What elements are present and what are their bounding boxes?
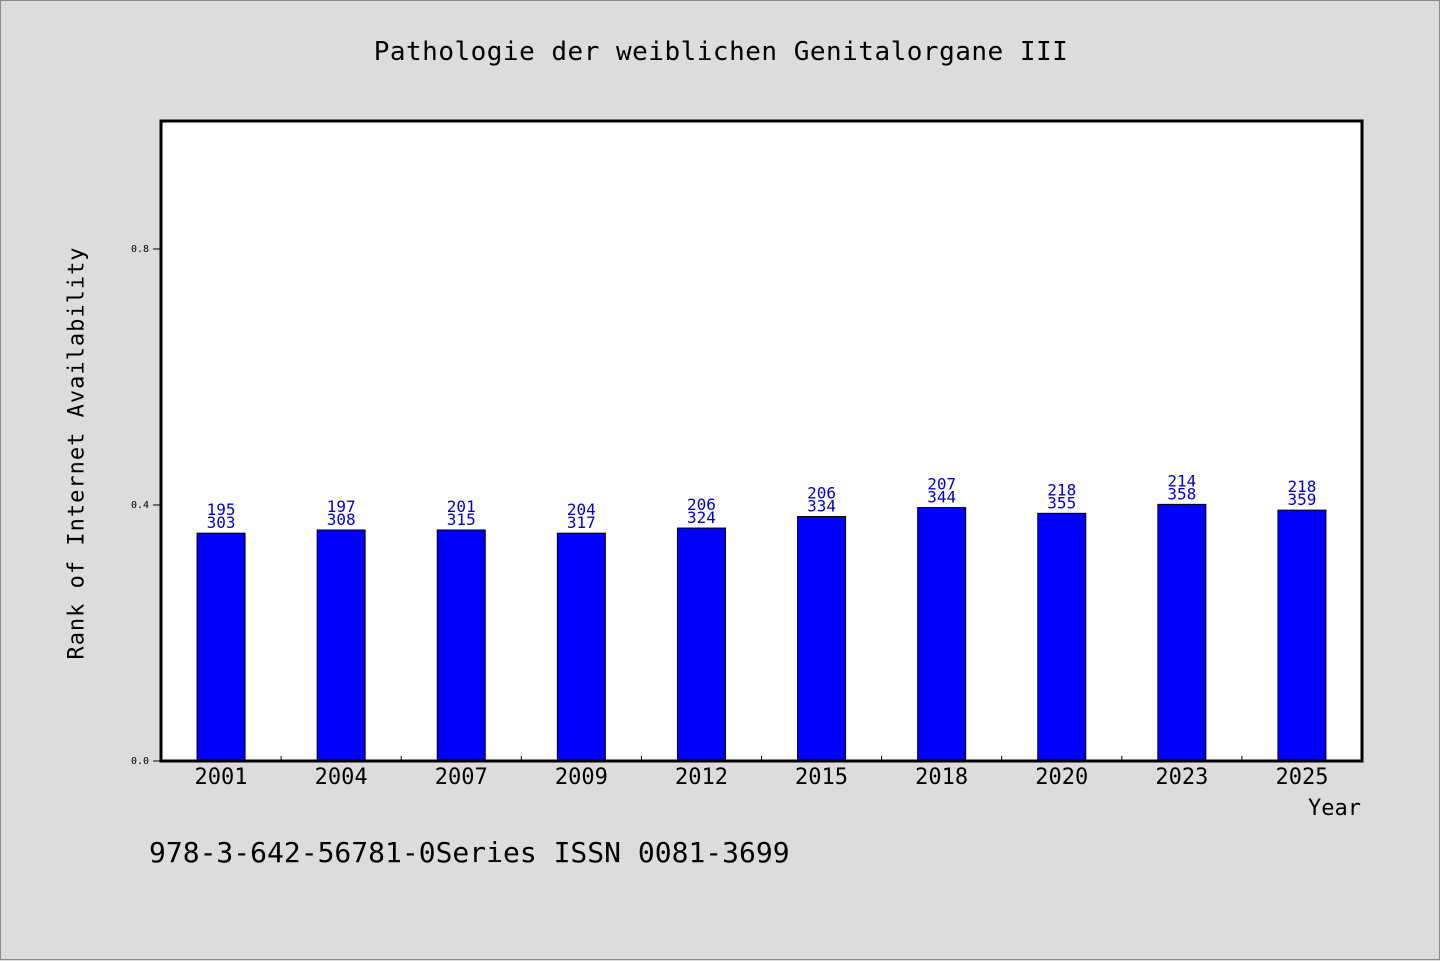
- x-tick-label: 2012: [675, 765, 728, 790]
- bar-label-bottom: 308: [327, 510, 356, 529]
- bar: [436, 529, 486, 762]
- footer-text: 978-3-642-56781-0Series ISSN 0081-3699: [149, 836, 790, 869]
- bar: [676, 527, 726, 762]
- bar: [196, 532, 246, 762]
- y-tick-label: 0.8: [131, 244, 149, 255]
- y-tick-label: 0.4: [131, 500, 149, 511]
- x-tick-label: 2001: [195, 765, 248, 790]
- bar-label-bottom: 359: [1287, 490, 1316, 509]
- x-tick-label: 2009: [555, 765, 608, 790]
- bar-label-top: 197: [327, 497, 356, 516]
- bar: [556, 532, 606, 762]
- chart-title: Pathologie der weiblichen Genitalorgane …: [373, 37, 1069, 67]
- bar-label-top: 206: [687, 495, 716, 514]
- bar-label-bottom: 358: [1167, 484, 1196, 503]
- x-tick-label: 2007: [435, 765, 488, 790]
- bar-label-top: 204: [567, 500, 596, 519]
- bar: [1037, 512, 1087, 762]
- plot-frame: [159, 119, 1364, 763]
- bar: [1277, 509, 1327, 762]
- x-tick-label: 2018: [915, 765, 968, 790]
- x-axis-label: Year: [1308, 796, 1361, 821]
- bar-label-bottom: 303: [207, 513, 236, 532]
- bar-label-top: 195: [207, 500, 236, 519]
- bar-label-top: 214: [1167, 471, 1196, 490]
- bar: [917, 507, 967, 762]
- x-tick-label: 2020: [1035, 765, 1088, 790]
- bar-label-top: 201: [447, 497, 476, 516]
- bar-label-top: 206: [807, 484, 836, 503]
- bar-label-bottom: 355: [1047, 493, 1076, 512]
- x-tick-label: 2025: [1275, 765, 1328, 790]
- x-tick-label: 2004: [315, 765, 368, 790]
- bar: [316, 529, 366, 762]
- bar: [1157, 503, 1207, 762]
- bar-label-top: 207: [927, 475, 956, 494]
- x-tick-label: 2023: [1155, 765, 1208, 790]
- bar-label-top: 218: [1287, 477, 1316, 496]
- x-tick-label: 2015: [795, 765, 848, 790]
- bar-label-bottom: 324: [687, 508, 716, 527]
- y-tick-label: 0.0: [131, 756, 149, 767]
- bar-label-bottom: 334: [807, 497, 836, 516]
- bar-label-top: 218: [1047, 480, 1076, 499]
- bar: [797, 516, 847, 762]
- bar-label-bottom: 344: [927, 488, 956, 507]
- bar-label-bottom: 317: [567, 513, 596, 532]
- bar-label-bottom: 315: [447, 510, 476, 529]
